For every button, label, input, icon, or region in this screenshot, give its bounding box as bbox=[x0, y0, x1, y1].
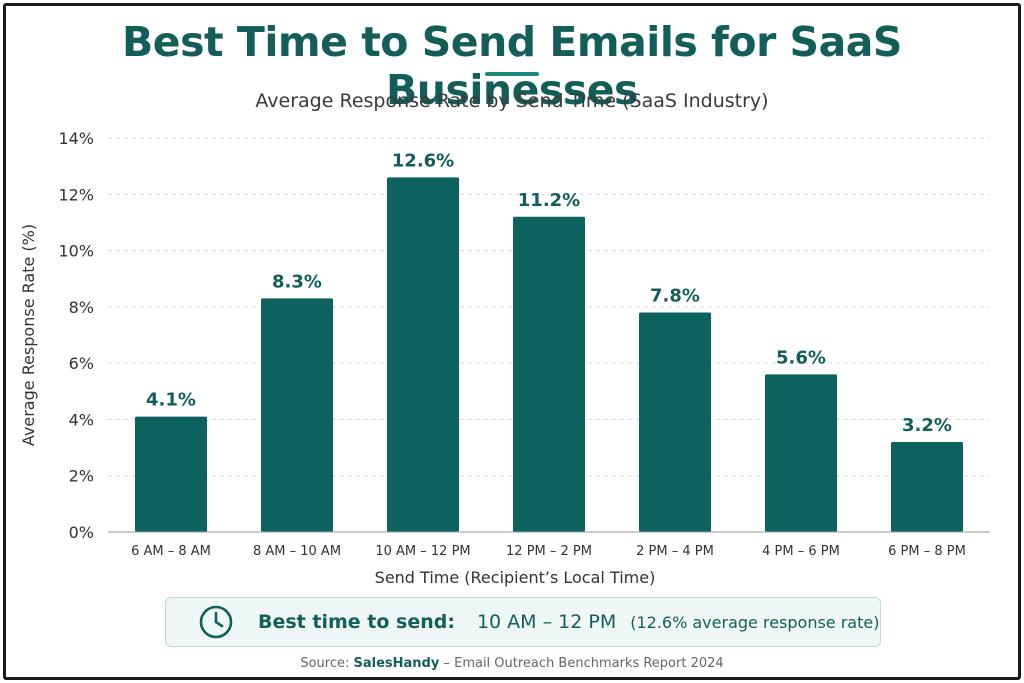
x-tick-label: 8 AM – 10 AM bbox=[253, 544, 341, 559]
bar bbox=[513, 216, 585, 533]
chart-subtitle: Average Response Rate by Send Time (SaaS… bbox=[255, 90, 769, 112]
x-tick-label: 6 AM – 8 AM bbox=[131, 544, 211, 559]
bar-value-label: 8.3% bbox=[272, 271, 322, 292]
bar-value-label: 7.8% bbox=[650, 285, 700, 306]
source-citation: Source: SalesHandy – Email Outreach Benc… bbox=[0, 656, 1024, 671]
bar-value-label: 11.2% bbox=[518, 190, 580, 211]
y-tick-label: 4% bbox=[69, 410, 94, 429]
y-tick-label: 0% bbox=[69, 523, 94, 542]
bar bbox=[135, 416, 207, 532]
bars: 4.1% 8.3% 12.6% 11.2% 7.8% 5.6% 3.2% bbox=[135, 150, 963, 533]
best-time-callout: Best time to send: 10 AM – 12 PM (12.6% … bbox=[165, 597, 881, 647]
x-axis-label: Send Time (Recipient’s Local Time) bbox=[375, 568, 656, 587]
source-detail: – Email Outreach Benchmarks Report 2024 bbox=[443, 656, 724, 671]
callout-time-range: 10 AM – 12 PM bbox=[476, 611, 617, 633]
y-tick-label: 12% bbox=[58, 185, 94, 204]
bar-value-label: 12.6% bbox=[392, 150, 454, 171]
bar bbox=[639, 312, 711, 532]
y-axis-label: Average Response Rate (%) bbox=[19, 224, 38, 446]
bar bbox=[765, 374, 837, 532]
x-tick-label: 10 AM – 12 PM bbox=[375, 544, 470, 559]
x-tick-label: 2 PM – 4 PM bbox=[636, 544, 714, 559]
source-brand: SalesHandy bbox=[353, 656, 440, 671]
y-tick-label: 8% bbox=[69, 298, 94, 317]
bar bbox=[891, 441, 963, 532]
x-tick-label: 4 PM – 6 PM bbox=[762, 544, 840, 559]
callout-note: (12.6% average response rate) bbox=[630, 612, 880, 632]
y-tick-label: 10% bbox=[58, 242, 94, 261]
chart-frame bbox=[3, 3, 1021, 680]
y-tick-label: 6% bbox=[69, 354, 94, 373]
x-axis-ticks: 6 AM – 8 AM 8 AM – 10 AM 10 AM – 12 PM 12 P… bbox=[131, 544, 966, 559]
y-tick-label: 14% bbox=[58, 129, 94, 148]
callout-label: Best time to send: bbox=[258, 611, 455, 633]
bar bbox=[387, 177, 459, 532]
x-tick-label: 6 PM – 8 PM bbox=[888, 544, 966, 559]
title-underline bbox=[485, 72, 539, 76]
bar-value-label: 3.2% bbox=[902, 415, 952, 436]
y-axis-ticks: 0% 2% 4% 6% 8% 10% 12% 14% bbox=[58, 129, 94, 542]
bar-value-label: 5.6% bbox=[776, 347, 826, 368]
clock-icon bbox=[199, 605, 233, 639]
bar bbox=[261, 298, 333, 532]
bar-value-label: 4.1% bbox=[146, 390, 196, 411]
y-tick-label: 2% bbox=[69, 467, 94, 486]
x-tick-label: 12 PM – 2 PM bbox=[506, 544, 592, 559]
source-prefix: Source: bbox=[300, 656, 350, 671]
